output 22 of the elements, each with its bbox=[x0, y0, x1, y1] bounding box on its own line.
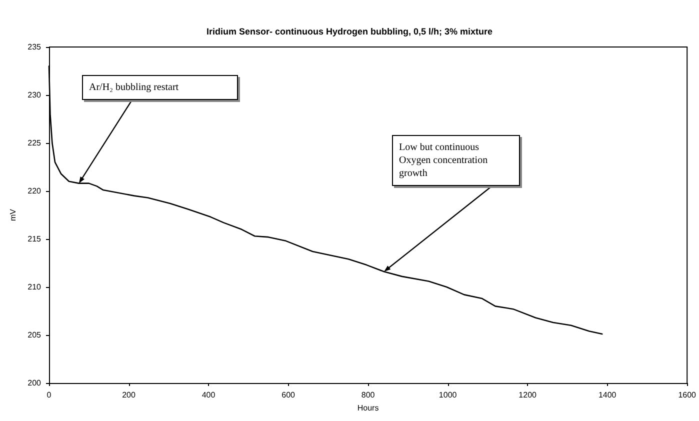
x-axis-title: Hours bbox=[357, 403, 379, 412]
callout-box: Ar/H₂ bubbling restart bbox=[82, 75, 238, 100]
callout-box: Low but continuous Oxygen concentration growth bbox=[392, 135, 520, 186]
y-tick-label: 235 bbox=[28, 42, 42, 52]
y-axis-title: mV bbox=[8, 208, 18, 221]
x-tick-label: 1400 bbox=[598, 390, 617, 400]
y-tick-label: 225 bbox=[28, 138, 42, 148]
x-tick-label: 1000 bbox=[438, 390, 458, 400]
x-tick-label: 200 bbox=[122, 390, 136, 400]
chart-title: Iridium Sensor- continuous Hydrogen bubbling, 0,5 l/h; 3% mixture bbox=[206, 26, 493, 36]
x-tick-label: 1200 bbox=[518, 390, 538, 400]
y-tick-label: 215 bbox=[28, 234, 42, 244]
y-tick-label: 220 bbox=[28, 186, 42, 196]
y-tick-label: 230 bbox=[28, 90, 42, 100]
x-tick-label: 600 bbox=[282, 390, 296, 400]
x-tick-label: 800 bbox=[361, 390, 376, 400]
y-tick-label: 200 bbox=[28, 378, 42, 388]
x-tick-label: 0 bbox=[46, 390, 52, 400]
y-tick-label: 205 bbox=[28, 330, 42, 340]
x-tick-label: 400 bbox=[202, 390, 216, 400]
x-tick-label: 1600 bbox=[678, 390, 697, 400]
y-tick-label: 210 bbox=[28, 282, 42, 292]
